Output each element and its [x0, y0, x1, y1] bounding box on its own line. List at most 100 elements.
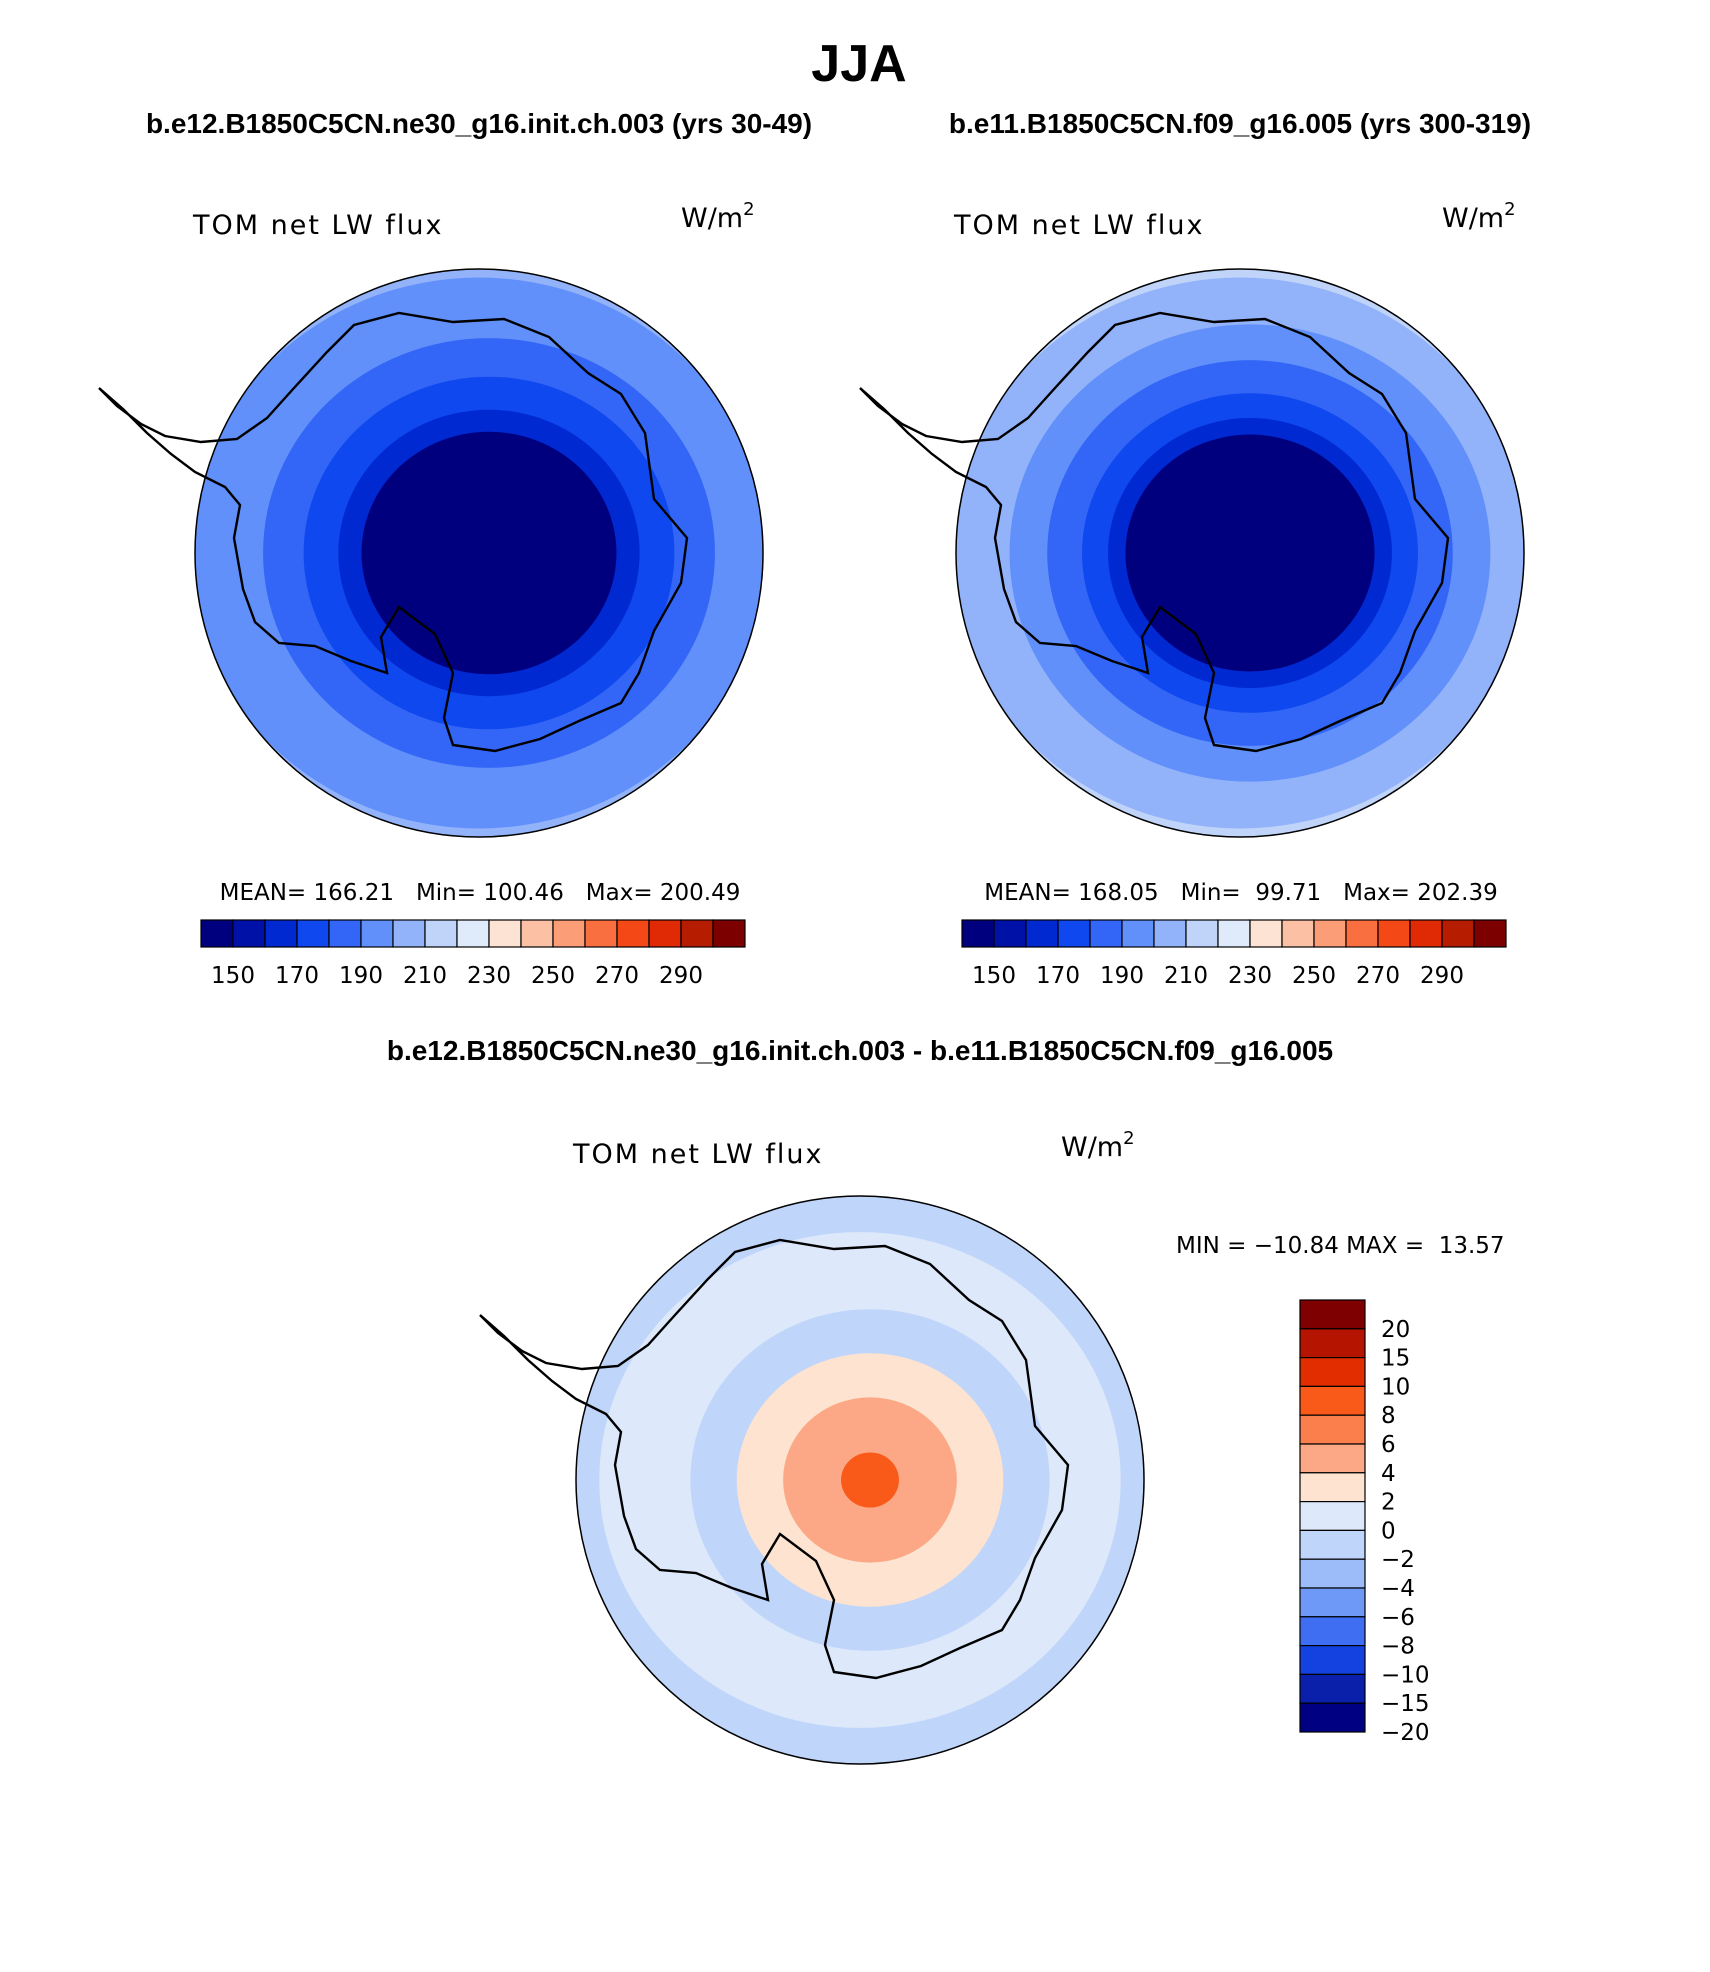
colorbar-cell — [712, 919, 746, 948]
panel-a-stats: MEAN= 166.21 Min= 100.46 Max= 200.49 — [220, 880, 741, 906]
colorbar-cell — [232, 919, 266, 948]
colorbar-tick-label: −10 — [1381, 1662, 1430, 1688]
panel-b-colorbar: 150 170 190 210 230 250 270 290 — [961, 919, 1507, 989]
colorbar-cell — [360, 919, 394, 948]
colorbar-cell — [1299, 1472, 1366, 1503]
colorbar-cell — [961, 919, 995, 948]
panel-b-stats: MEAN= 168.05 Min= 99.71 Max= 202.39 — [984, 880, 1497, 906]
colorbar-cell — [1299, 1328, 1366, 1359]
colorbar-cell — [1057, 919, 1091, 948]
colorbar-cell — [1299, 1443, 1366, 1474]
difference-map — [480, 1196, 1144, 1764]
colorbar-tick-label: 250 — [1292, 963, 1336, 989]
colorbar-cell — [1281, 919, 1315, 948]
colorbar-tick-label: 230 — [1228, 963, 1272, 989]
colorbar-cell — [1299, 1414, 1366, 1445]
panel-a-title: b.e12.B1850C5CN.ne30_g16.init.ch.003 (yr… — [146, 108, 812, 139]
colorbar-tick-label: −4 — [1381, 1576, 1415, 1602]
colorbar-tick-label: 2 — [1381, 1490, 1396, 1516]
colorbar-cell — [1409, 919, 1443, 948]
colorbar-tick-label: 210 — [403, 963, 447, 989]
panel-model-a: b.e12.B1850C5CN.ne30_g16.init.ch.003 (yr… — [99, 108, 812, 989]
colorbar-cell — [392, 919, 426, 948]
colorbar-cell — [1299, 1702, 1366, 1733]
panel-b-map-boundary — [955, 268, 1525, 838]
colorbar-tick-label: 0 — [1381, 1518, 1396, 1544]
colorbar-cell — [520, 919, 554, 948]
colorbar-cell — [993, 919, 1027, 948]
colorbar-tick-label: −20 — [1381, 1720, 1430, 1746]
colorbar-cell — [488, 919, 522, 948]
colorbar-cell — [1299, 1385, 1366, 1416]
field-band-5 — [841, 1452, 899, 1508]
colorbar-cell — [1345, 919, 1379, 948]
colorbar-tick-label: 190 — [339, 963, 383, 989]
colorbar-tick-label: 290 — [659, 963, 703, 989]
colorbar-cell — [1249, 919, 1283, 948]
panel-a-colorbar: 150 170 190 210 230 250 270 290 — [200, 919, 746, 989]
colorbar-cell — [648, 919, 682, 948]
colorbar-tick-label: −2 — [1381, 1547, 1415, 1573]
colorbar-tick-label: 270 — [1356, 963, 1400, 989]
colorbar-cell — [1299, 1500, 1366, 1531]
colorbar-cell — [328, 919, 362, 948]
colorbar-cell — [1473, 919, 1507, 948]
panel-model-b: b.e11.B1850C5CN.f09_g16.005 (yrs 300-319… — [860, 108, 1531, 989]
colorbar-cell — [1153, 919, 1187, 948]
difference-map-boundary — [575, 1195, 1145, 1765]
colorbar-tick-label: 150 — [972, 963, 1016, 989]
colorbar-cell — [1121, 919, 1155, 948]
panel-difference: b.e12.B1850C5CN.ne30_g16.init.ch.003 - b… — [387, 1035, 1505, 1764]
field-band-5 — [361, 431, 617, 675]
colorbar-cell — [1299, 1529, 1366, 1560]
difference-field-bands — [599, 1232, 1121, 1728]
colorbar-tick-label: 290 — [1420, 963, 1464, 989]
panel-a-map — [99, 269, 769, 837]
panel-b-variable: TOM net LW flux — [953, 210, 1204, 241]
figure-title: JJA — [811, 35, 906, 93]
colorbar-cell — [1313, 919, 1347, 948]
panel-b-field-bands — [956, 277, 1524, 829]
colorbar-cell — [1441, 919, 1475, 948]
colorbar-tick-label: −8 — [1381, 1634, 1415, 1660]
colorbar-cell — [552, 919, 586, 948]
colorbar-tick-label: 15 — [1381, 1346, 1410, 1372]
panel-a-map-boundary — [194, 268, 764, 838]
colorbar-cell — [1299, 1644, 1366, 1675]
colorbar-tick-label: −15 — [1381, 1691, 1430, 1717]
colorbar-tick-label: 10 — [1381, 1374, 1410, 1400]
colorbar-tick-label: 250 — [531, 963, 575, 989]
colorbar-tick-label: 6 — [1381, 1432, 1396, 1458]
colorbar-cell — [264, 919, 298, 948]
colorbar-tick-label: −6 — [1381, 1605, 1415, 1631]
panel-b-map — [860, 269, 1530, 837]
colorbar-cell — [680, 919, 714, 948]
colorbar-cell — [1185, 919, 1219, 948]
panel-a-units: W/m2 — [681, 199, 755, 234]
colorbar-tick-label: 4 — [1381, 1461, 1396, 1487]
difference-units: W/m2 — [1061, 1128, 1135, 1163]
colorbar-tick-label: 8 — [1381, 1403, 1396, 1429]
colorbar-tick-label: 150 — [211, 963, 255, 989]
colorbar-cell — [616, 919, 650, 948]
colorbar-cell — [1089, 919, 1123, 948]
difference-title: b.e12.B1850C5CN.ne30_g16.init.ch.003 - b… — [387, 1035, 1333, 1066]
colorbar-cell — [456, 919, 490, 948]
panel-a-field-bands — [195, 277, 763, 829]
panel-b-title: b.e11.B1850C5CN.f09_g16.005 (yrs 300-319… — [949, 108, 1531, 139]
colorbar-tick-label: 170 — [1036, 963, 1080, 989]
colorbar-tick-label: 170 — [275, 963, 319, 989]
colorbar-cell — [1299, 1673, 1366, 1704]
difference-minmax: MIN = −10.84 MAX = 13.57 — [1176, 1233, 1505, 1259]
colorbar-tick-label: 210 — [1164, 963, 1208, 989]
colorbar-tick-label: 190 — [1100, 963, 1144, 989]
colorbar-cell — [1299, 1616, 1366, 1647]
colorbar-cell — [296, 919, 330, 948]
field-band-6 — [1125, 434, 1375, 672]
panel-a-variable: TOM net LW flux — [192, 210, 443, 241]
colorbar-tick-label: 230 — [467, 963, 511, 989]
colorbar-tick-label: 20 — [1381, 1317, 1410, 1343]
colorbar-cell — [1299, 1299, 1366, 1330]
